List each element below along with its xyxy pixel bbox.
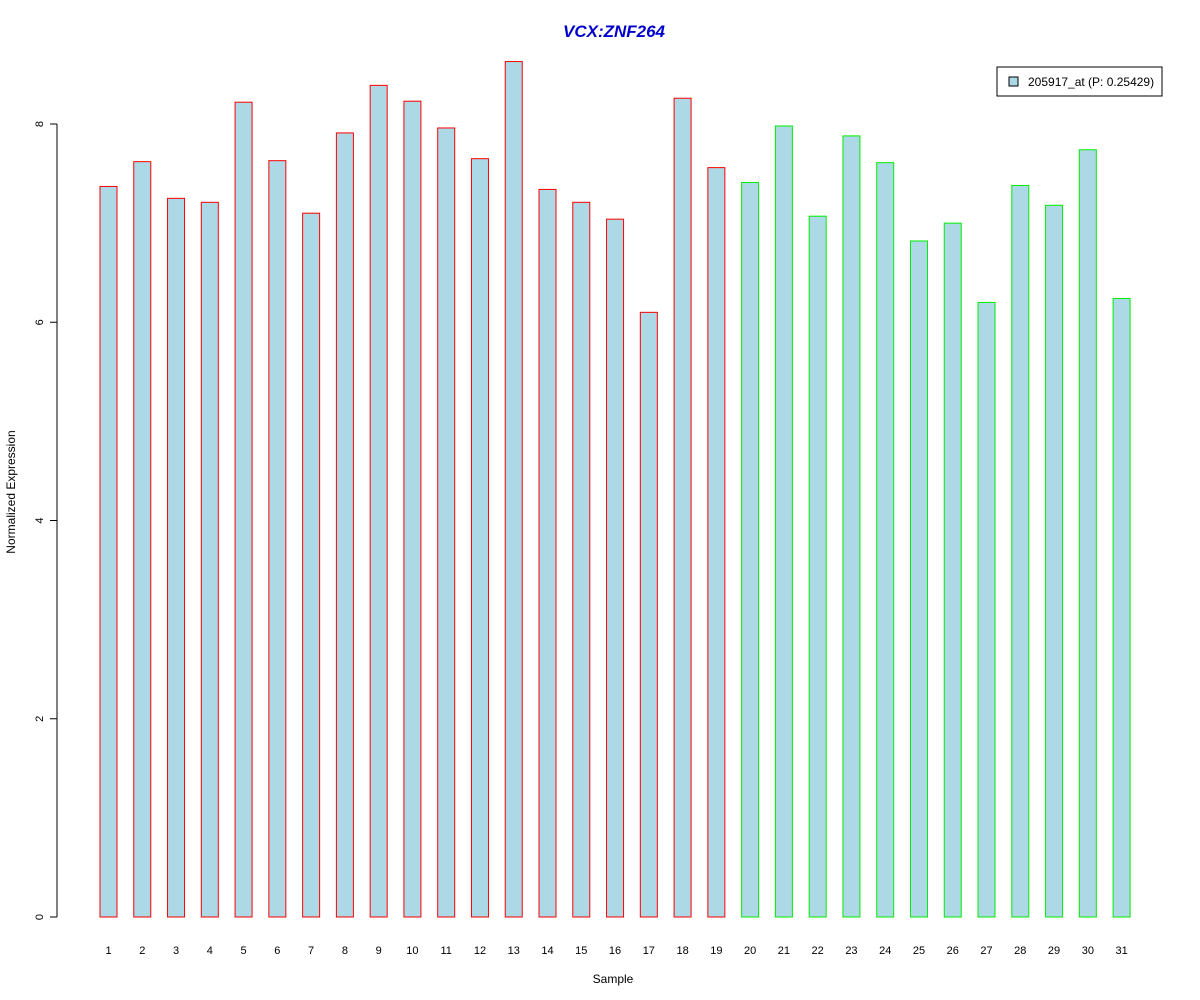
bar-sample-1 [99,185,118,918]
x-tick-label: 4 [207,945,213,957]
bars-group [99,61,1131,918]
legend-swatch [1008,76,1019,87]
x-tick-label: 29 [1048,945,1060,957]
bar-sample-30 [1078,149,1097,918]
x-tick-label: 26 [947,945,959,957]
x-tick-label: 18 [676,945,688,957]
x-tick-label: 27 [980,945,992,957]
x-tick-label: 25 [913,945,925,957]
bar-sample-21 [774,125,793,918]
x-tick-label: 5 [241,945,247,957]
x-tick-label: 10 [406,945,418,957]
bar-sample-29 [1045,204,1064,918]
x-tick-label: 20 [744,945,756,957]
x-tick-label: 17 [643,945,655,957]
x-tick-label: 28 [1014,945,1026,957]
x-tick-label: 21 [778,945,790,957]
bar-sample-18 [673,97,692,918]
bar-sample-26 [943,222,962,918]
bar-sample-27 [977,301,996,918]
bar-sample-11 [437,127,456,918]
y-tick-label: 4 [34,517,46,523]
x-tick-label: 30 [1082,945,1094,957]
x-tick-label: 19 [710,945,722,957]
legend: 205917_at (P: 0.25429) [996,66,1163,97]
x-tick-label: 8 [342,945,348,957]
bar-sample-22 [808,215,827,918]
y-tick-label: 8 [34,121,46,127]
x-tick-label: 16 [609,945,621,957]
x-tick-label: 2 [139,945,145,957]
bar-sample-17 [639,311,658,918]
x-tick-label: 9 [376,945,382,957]
bar-sample-31 [1112,297,1131,918]
y-axis-label: Normalized Expression [4,430,18,553]
y-tick-label: 2 [34,716,46,722]
bar-sample-20 [741,181,760,918]
x-tick-label: 11 [440,945,451,957]
bar-sample-24 [876,162,895,918]
x-tick-label: 13 [508,945,520,957]
x-tick-label: 1 [105,945,111,957]
bar-sample-16 [606,218,625,918]
x-tick-label: 7 [308,945,314,957]
x-tick-label: 24 [879,945,891,957]
legend-entry: 205917_at (P: 0.25429) [1028,75,1154,89]
bar-sample-28 [1011,184,1030,918]
bar-sample-15 [572,201,591,918]
bar-sample-23 [842,135,861,918]
y-tick-label: 6 [34,319,46,325]
bar-sample-13 [504,61,523,918]
bar-sample-3 [167,197,186,918]
x-tick-label: 12 [474,945,486,957]
bar-sample-25 [909,240,928,918]
x-tick-label: 14 [541,945,553,957]
bar-sample-5 [234,101,253,918]
x-tick-label: 3 [173,945,179,957]
x-tick-label: 22 [812,945,824,957]
bar-sample-19 [707,167,726,918]
x-axis-label: Sample [593,972,634,986]
y-axis: 0 2 4 6 8 [34,121,58,920]
bar-sample-9 [369,84,388,918]
x-tick-label: 23 [845,945,857,957]
bar-sample-10 [403,100,422,918]
x-tick-label: 15 [575,945,587,957]
bar-sample-4 [200,201,219,918]
legend-box [996,66,1163,97]
bar-sample-12 [470,158,489,918]
bar-sample-14 [538,188,557,918]
bar-sample-7 [302,212,321,918]
bar-sample-6 [268,160,287,918]
bar-sample-8 [335,132,354,918]
y-tick-label: 0 [34,914,46,920]
bar-sample-2 [133,161,152,918]
x-tick-label: 6 [274,945,280,957]
x-tick-label: 31 [1115,945,1127,957]
chart-title: VCX:ZNF264 [563,22,666,41]
x-tick-labels: 1 2 3 4 5 6 7 8 9 10 11 12 13 14 15 16 17 18 19 20 21 22 23 24 2… [105,945,1127,957]
